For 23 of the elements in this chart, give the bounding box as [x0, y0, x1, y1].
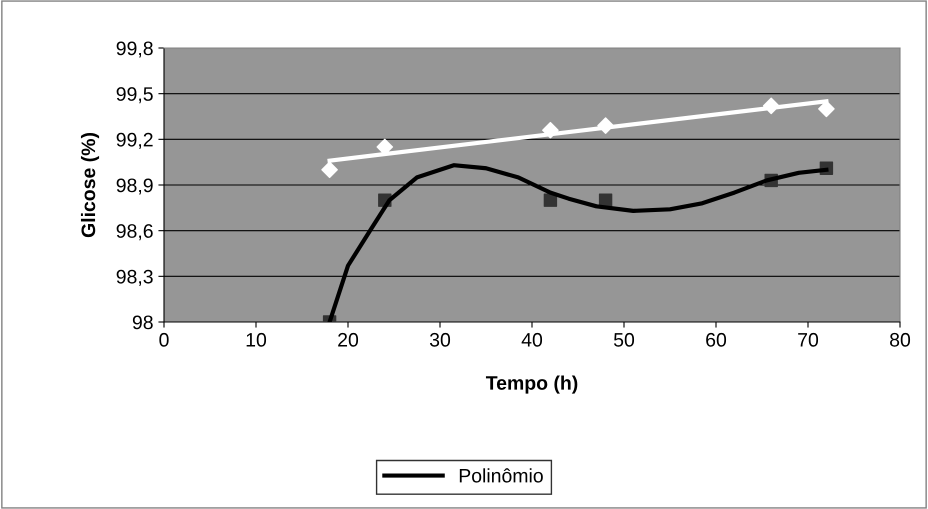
y-tick-label: 99,8	[116, 41, 153, 58]
y-tick-label: 98	[132, 315, 153, 330]
point	[598, 194, 612, 207]
legend-label: Polinômio	[460, 468, 543, 483]
x-tick-label: 80	[890, 332, 910, 347]
x-tick-label: 10	[246, 332, 266, 347]
x-tick-label: 40	[522, 332, 542, 347]
y-axis-title: Glicose (%)	[80, 133, 100, 238]
y-tick-label: 99,5	[116, 87, 153, 104]
x-tick-label: 50	[614, 332, 634, 347]
y-tick-label: 98,3	[116, 270, 153, 286]
y-tick-label: 98,9	[116, 178, 153, 195]
x-tick-label: 20	[338, 332, 358, 347]
point	[321, 161, 338, 178]
x-tick-label: 70	[798, 332, 818, 347]
point	[818, 100, 835, 118]
x-tick-label: 60	[706, 332, 726, 347]
x-axis-title: Tempo (h)	[486, 376, 578, 394]
y-tick-label: 98,6	[116, 224, 153, 240]
x-tick-label: 0	[159, 332, 169, 347]
y-tick-label: 99,2	[116, 132, 153, 149]
point	[544, 194, 558, 207]
x-tick-label: 30	[430, 332, 450, 347]
